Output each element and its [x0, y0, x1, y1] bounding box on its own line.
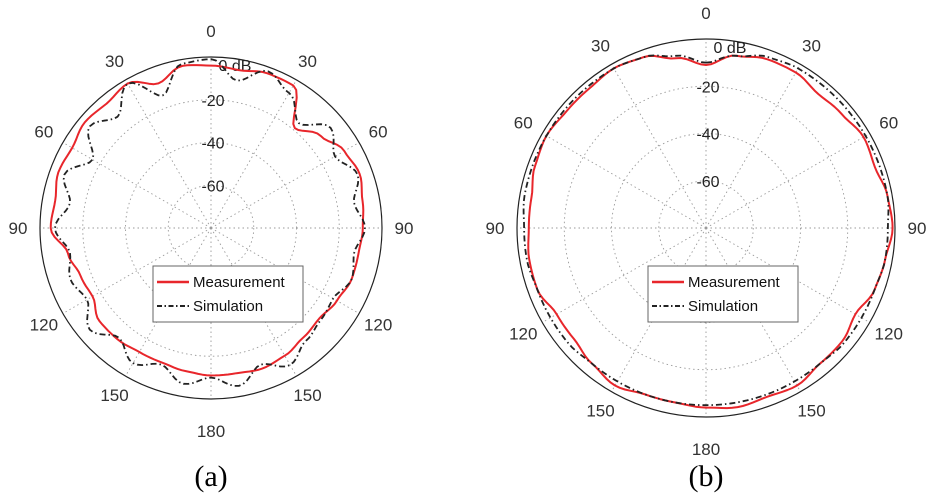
legend: Measurement Simulation: [647, 265, 799, 323]
polar-chart-a: 0 30 60 90 120 150 180 150 120 90 60 30 …: [9, 22, 414, 493]
grid-circle: [82, 99, 340, 357]
angle-ticks: 0 30 60 90 120 150 180 150 120 90 60 30: [486, 4, 927, 459]
angle-tick-label: 120: [509, 325, 537, 344]
simulation-line: [522, 54, 890, 407]
grid-spoke: [125, 79, 212, 229]
legend-box: [647, 265, 799, 323]
legend: Measurement Simulation: [152, 265, 304, 323]
angle-tick-label: 30: [298, 52, 317, 71]
grid-spoke: [210, 142, 360, 229]
grid-circle: [658, 180, 754, 276]
grid-spoke: [542, 227, 707, 323]
angle-tick-label: 180: [197, 422, 225, 441]
angle-ticks: 0 30 60 90 120 150 180 150 120 90 60 30: [9, 22, 414, 441]
panel-caption: (b): [689, 460, 724, 493]
legend-simulation-label: Simulation: [688, 298, 758, 315]
radial-tick-labels: 0 dB -20 -40 -60: [696, 40, 746, 191]
legend-simulation-label: Simulation: [193, 298, 263, 315]
grid-circle: [563, 85, 849, 371]
panel-caption: (a): [194, 460, 227, 493]
legend-measurement-label: Measurement: [688, 274, 781, 291]
angle-tick-label: 60: [514, 114, 533, 133]
measurement-line: [527, 54, 894, 410]
angle-tick-label: 30: [105, 52, 124, 71]
angle-tick-label: 90: [395, 219, 414, 238]
radial-tick-label: -20: [696, 79, 719, 96]
radial-tick-label: -20: [201, 93, 224, 110]
legend-box: [152, 265, 304, 323]
radial-tick-label: -60: [696, 174, 719, 191]
grid-circle: [167, 184, 255, 272]
angle-tick-label: 150: [293, 386, 321, 405]
angle-tick-label: 90: [9, 219, 28, 238]
radial-tick-label: -40: [696, 127, 719, 144]
series-lines: [522, 54, 894, 410]
grid-spoke: [705, 133, 870, 229]
radial-tick-label: -40: [201, 136, 224, 153]
angle-tick-label: 60: [34, 123, 53, 142]
polar-chart-b: 0 30 60 90 120 150 180 150 120 90 60 30 …: [486, 4, 927, 493]
outer-circle: [516, 38, 896, 418]
grid-spoke: [705, 64, 801, 229]
angle-tick-label: 0: [206, 22, 215, 41]
grid-spoke: [542, 133, 707, 229]
angle-tick-label: 120: [875, 325, 903, 344]
angle-tick-label: 120: [30, 316, 58, 335]
angle-tick-label: 60: [369, 123, 388, 142]
grid-spoke: [210, 79, 297, 229]
angle-tick-label: 0: [701, 4, 710, 23]
radial-tick-label: -60: [201, 178, 224, 195]
polar-grid: [39, 56, 383, 400]
measurement-line: [49, 64, 365, 377]
angle-tick-label: 150: [586, 402, 614, 421]
grid-spoke: [62, 142, 212, 229]
series-lines: [49, 58, 366, 387]
angle-tick-label: 90: [486, 219, 505, 238]
angle-tick-label: 30: [802, 36, 821, 55]
angle-tick-label: 150: [100, 386, 128, 405]
legend-measurement-label: Measurement: [193, 274, 286, 291]
simulation-line: [54, 58, 366, 387]
angle-tick-label: 120: [364, 316, 392, 335]
angle-tick-label: 30: [591, 36, 610, 55]
angle-tick-label: 180: [692, 440, 720, 459]
grid-spoke: [62, 227, 212, 314]
outer-circle: [39, 56, 383, 400]
angle-tick-label: 150: [797, 402, 825, 421]
radial-tick-label: 0 dB: [714, 40, 747, 57]
grid-spoke: [611, 64, 707, 229]
angle-tick-label: 90: [908, 219, 927, 238]
angle-tick-label: 60: [879, 114, 898, 133]
